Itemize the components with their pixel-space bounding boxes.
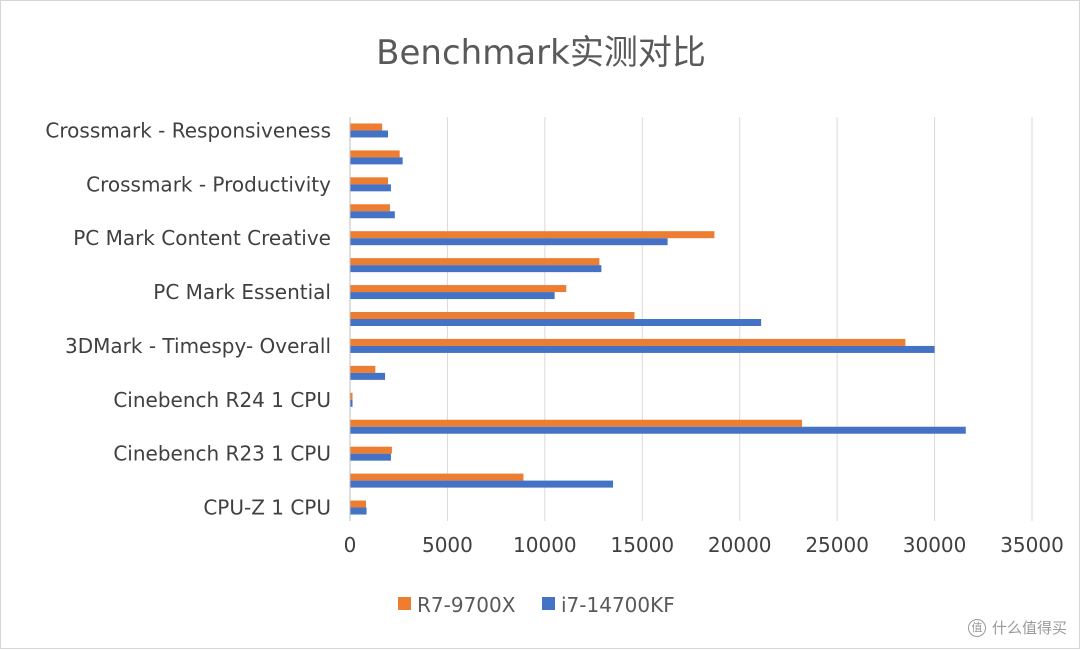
bar-r7-9700x-9 — [350, 338, 906, 346]
bar-r7-9700x-8 — [350, 312, 635, 319]
x-tick-35000: 35000 — [1000, 533, 1064, 557]
bars — [350, 123, 966, 515]
bar-i7-14700kf-12 — [350, 426, 966, 434]
bar-r7-9700x-15 — [350, 500, 366, 508]
chart-title: Benchmark实测对比 — [376, 33, 706, 73]
legend-swatch-r7-9700x — [398, 597, 411, 610]
bar-r7-9700x-5 — [350, 231, 715, 239]
bar-r7-9700x-2 — [350, 150, 400, 158]
bar-r7-9700x-1 — [350, 123, 383, 131]
bar-r7-9700x-3 — [350, 177, 388, 185]
bar-i7-14700kf-1 — [350, 130, 388, 138]
bar-r7-9700x-6 — [350, 258, 600, 266]
watermark-text: 什么值得买 — [991, 619, 1067, 637]
category-label-3dmark-timespy-overall: 3DMark - Timespy- Overall — [65, 334, 331, 358]
legend-swatch-i7-14700kf — [542, 597, 555, 610]
x-tick-15000: 15000 — [610, 533, 674, 557]
bar-r7-9700x-11 — [350, 392, 353, 400]
x-tick-labels: 0 5000 10000 15000 20000 25000 30000 35000 — [344, 533, 1064, 557]
bar-r7-9700x-4 — [350, 204, 390, 212]
category-labels: Crossmark - Responsiveness Crossmark - Pr… — [45, 118, 331, 519]
category-label-cinebench-r23-1-cpu: Cinebench R23 1 CPU — [113, 442, 331, 466]
bar-r7-9700x-12 — [350, 419, 803, 427]
x-tick-25000: 25000 — [805, 533, 869, 557]
watermark: 值 什么值得买 — [967, 617, 1067, 638]
category-label-pc-mark-essential: PC Mark Essential — [153, 280, 331, 304]
category-label-crossmark-responsiveness: Crossmark - Responsiveness — [45, 118, 331, 142]
category-label-pc-mark-content-creative: PC Mark Content Creative — [73, 226, 331, 250]
legend-label-i7-14700kf: i7-14700KF — [561, 593, 675, 617]
bar-r7-9700x-7 — [350, 285, 567, 293]
bar-i7-14700kf-8 — [350, 319, 762, 326]
category-label-crossmark-productivity: Crossmark - Productivity — [86, 172, 331, 196]
bar-i7-14700kf-9 — [350, 345, 935, 353]
watermark-logo-icon: 值 — [967, 618, 986, 637]
bar-i7-14700kf-11 — [350, 399, 353, 407]
x-tick-30000: 30000 — [903, 533, 967, 557]
bar-i7-14700kf-10 — [350, 372, 386, 380]
x-tick-5000: 5000 — [422, 533, 473, 557]
bar-r7-9700x-14 — [350, 473, 524, 481]
bar-r7-9700x-10 — [350, 365, 376, 373]
x-tick-20000: 20000 — [708, 533, 772, 557]
legend-label-r7-9700x: R7-9700X — [417, 593, 516, 617]
x-tick-10000: 10000 — [513, 533, 577, 557]
category-label-cinebench-r24-1-cpu: Cinebench R24 1 CPU — [113, 388, 331, 412]
bar-i7-14700kf-14 — [350, 480, 614, 488]
bar-i7-14700kf-7 — [350, 292, 555, 300]
category-label-cpu-z-1-cpu: CPU-Z 1 CPU — [203, 496, 331, 520]
bar-r7-9700x-13 — [350, 446, 392, 454]
x-tick-0: 0 — [344, 533, 357, 557]
bar-i7-14700kf-2 — [350, 157, 403, 165]
bar-i7-14700kf-4 — [350, 211, 395, 219]
bar-i7-14700kf-15 — [350, 507, 367, 515]
legend: R7-9700X i7-14700KF — [398, 593, 675, 617]
bar-i7-14700kf-13 — [350, 453, 391, 461]
bar-i7-14700kf-5 — [350, 238, 668, 246]
bar-i7-14700kf-3 — [350, 184, 391, 192]
bar-i7-14700kf-6 — [350, 265, 602, 273]
